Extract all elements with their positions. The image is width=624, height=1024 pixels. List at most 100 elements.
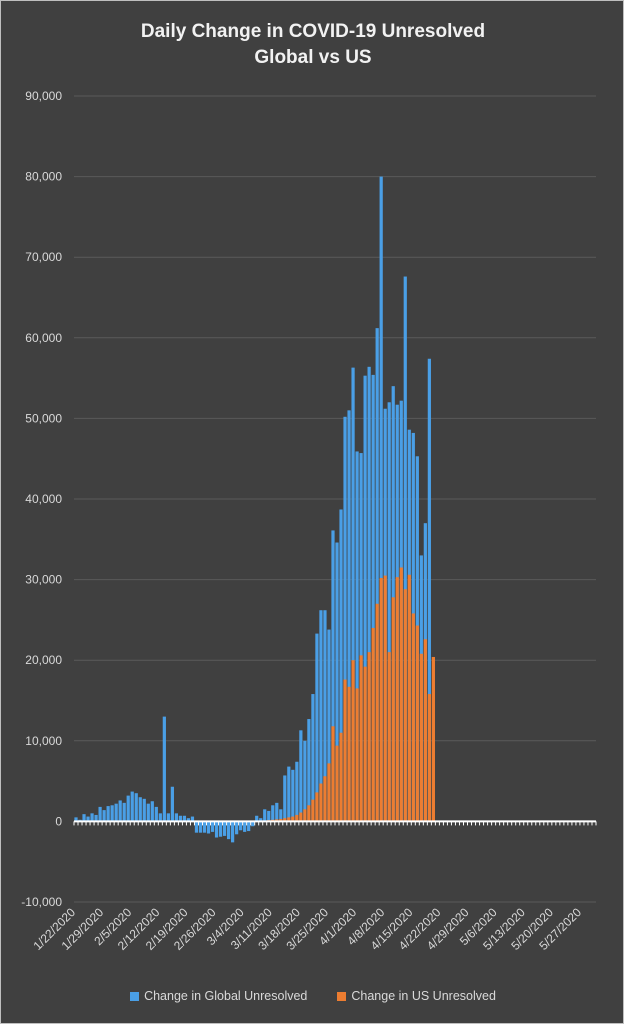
global-bar <box>287 766 291 822</box>
global-bar <box>355 451 359 822</box>
global-bar <box>202 821 207 833</box>
us-bar <box>279 818 283 822</box>
global-bar <box>182 815 187 822</box>
global-bar <box>323 610 327 822</box>
global-bar <box>295 761 299 822</box>
global-bar <box>130 791 134 822</box>
global-bar <box>243 821 247 832</box>
us-bar <box>303 809 307 822</box>
global-bar <box>102 810 106 822</box>
y-tick-label: 80,000 <box>25 170 62 184</box>
us-bar <box>331 726 335 822</box>
us-bar <box>427 694 431 822</box>
global-bar <box>94 814 98 822</box>
legend: Change in Global Unresolved Change in US… <box>1 989 623 1003</box>
global-bar <box>427 358 431 822</box>
us-bar <box>351 660 355 822</box>
us-bar <box>371 627 375 822</box>
us-bar <box>403 589 407 822</box>
us-bar <box>311 799 315 822</box>
us-bar <box>327 763 331 822</box>
legend-item-us[interactable]: Change in US Unresolved <box>337 989 496 1003</box>
global-bar <box>339 509 343 822</box>
global-bar <box>319 610 323 822</box>
us-bar <box>359 655 363 822</box>
global-bar <box>359 453 363 822</box>
y-tick-labels: -10,000 0 10,000 20,000 30,000 40,000 50,000 60… <box>21 89 62 909</box>
chart-title: Daily Change in COVID-19 Unresolved <box>140 21 486 42</box>
us-bar <box>363 666 367 822</box>
us-bar <box>391 597 395 822</box>
global-bar <box>122 802 126 822</box>
global-bar <box>343 416 347 822</box>
global-bar <box>231 821 235 843</box>
global-bar <box>210 821 215 832</box>
y-tick-label: 30,000 <box>25 573 62 587</box>
us-bar <box>387 652 391 822</box>
global-bar <box>259 818 263 822</box>
y-tick-label: 20,000 <box>25 653 62 667</box>
global-bar <box>170 786 174 822</box>
global-bar <box>335 542 339 822</box>
global-bar <box>154 806 158 822</box>
global-bar <box>327 629 331 822</box>
global-bar <box>291 769 295 822</box>
us-bar <box>343 679 347 822</box>
us-bar <box>275 819 279 822</box>
global-bar <box>206 821 211 834</box>
legend-label-us: Change in US Unresolved <box>351 989 496 1003</box>
global-bar <box>371 374 375 822</box>
global-bar <box>271 805 275 822</box>
us-bar <box>383 575 387 822</box>
us-bar <box>339 732 343 822</box>
us-bar <box>375 603 379 822</box>
us-bar <box>323 776 327 822</box>
global-bar <box>174 813 178 822</box>
us-bar <box>347 686 351 822</box>
us-bar <box>295 814 299 822</box>
global-bar <box>226 821 231 840</box>
global-bar <box>106 806 110 822</box>
us-bar <box>315 792 319 822</box>
y-tick-label: 0 <box>55 814 62 828</box>
global-bar <box>311 694 315 822</box>
global-bar <box>118 800 122 822</box>
x-tick-labels: 1/22/20201/29/20202/5/20202/12/20202/19/… <box>30 905 584 953</box>
global-bar <box>303 740 307 822</box>
global-bar <box>74 817 78 822</box>
y-tick-label: 40,000 <box>25 492 62 506</box>
us-bar <box>415 625 419 822</box>
global-bar <box>198 821 203 833</box>
global-bar <box>110 805 114 822</box>
global-bar <box>166 813 170 822</box>
us-bar <box>299 812 303 822</box>
global-bar <box>158 813 162 822</box>
global-bar <box>403 276 407 822</box>
us-bar <box>407 574 411 822</box>
global-bar <box>218 821 223 837</box>
global-bar <box>283 775 287 822</box>
legend-label-global: Change in Global Unresolved <box>144 989 308 1003</box>
y-tick-label: 90,000 <box>25 89 62 103</box>
global-bar <box>367 366 371 822</box>
legend-item-global[interactable]: Change in Global Unresolved <box>130 989 307 1003</box>
global-bar <box>86 816 90 822</box>
global-bar <box>331 530 335 822</box>
global-bar <box>379 176 383 822</box>
global-bar <box>126 795 130 822</box>
global-bar <box>98 806 102 822</box>
us-bar <box>283 818 287 822</box>
global-bar <box>275 802 279 822</box>
global-bar <box>134 793 138 822</box>
us-series-bars <box>251 567 435 822</box>
global-bar <box>235 821 239 835</box>
us-bar <box>319 783 323 822</box>
y-tick-label: 50,000 <box>25 411 62 425</box>
chart-subtitle: Global vs US <box>254 47 372 68</box>
global-bar <box>255 815 259 822</box>
global-bar <box>146 803 150 822</box>
us-bar <box>367 652 371 822</box>
global-bar <box>190 816 195 822</box>
global-bar <box>82 814 86 822</box>
